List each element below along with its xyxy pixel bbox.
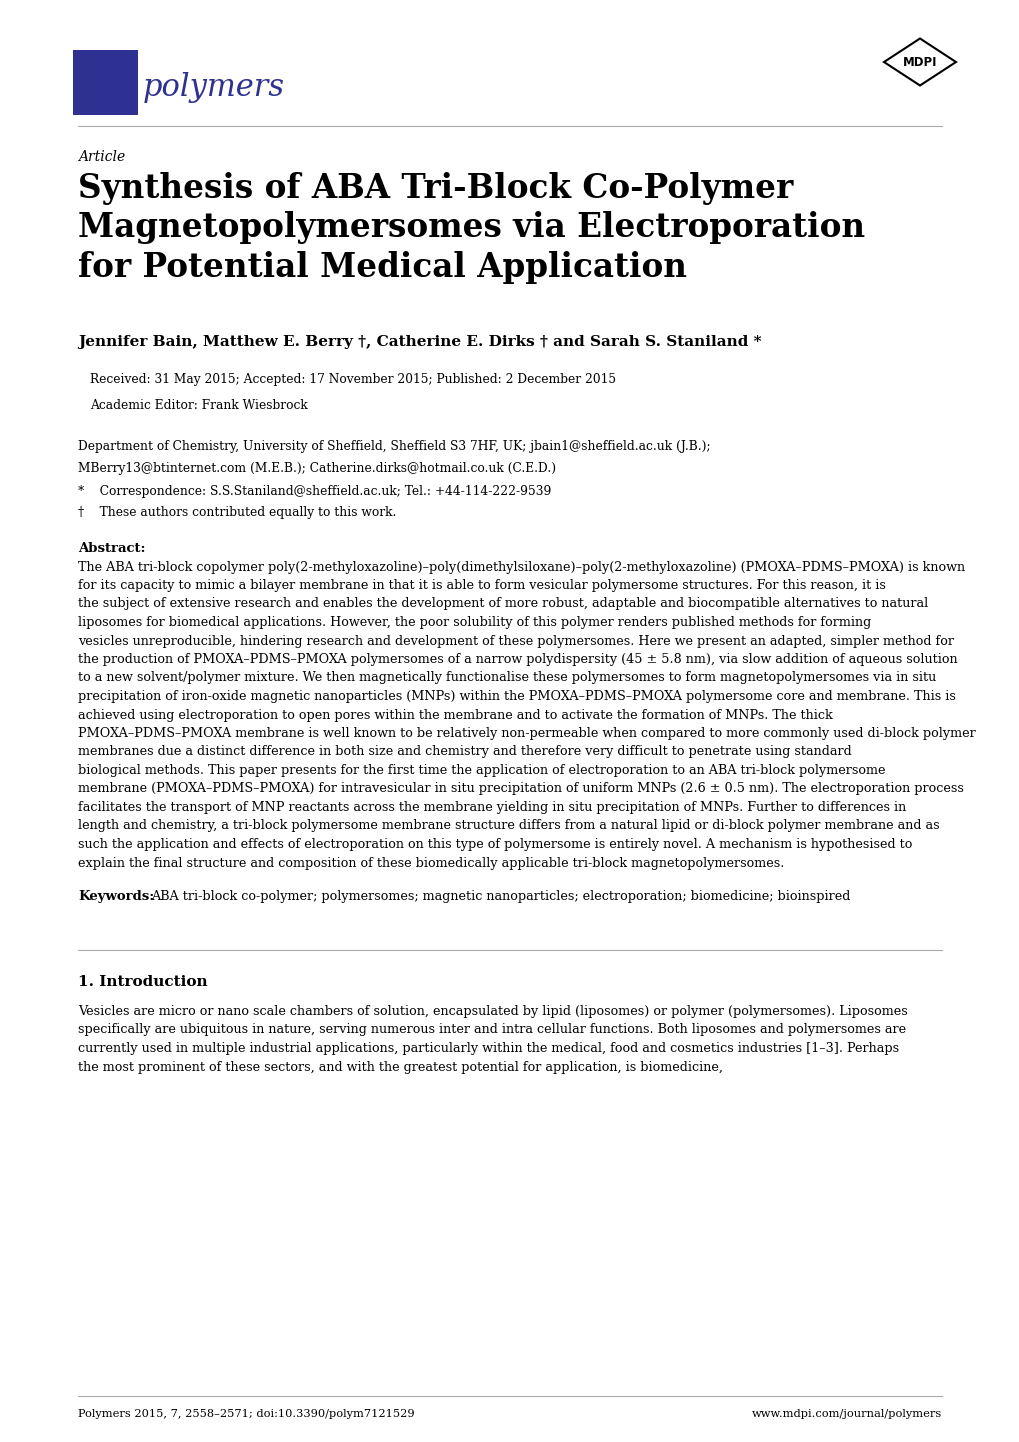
Text: Abstract:: Abstract: — [77, 542, 146, 555]
Text: Vesicles are micro or nano scale chambers of solution, encapsulated by lipid (li: Vesicles are micro or nano scale chamber… — [77, 1005, 907, 1018]
Text: membranes due a distinct difference in both size and chemistry and therefore ver: membranes due a distinct difference in b… — [77, 746, 851, 758]
Text: Polymers 2015, 7, 2558–2571; doi:10.3390/polym7121529: Polymers 2015, 7, 2558–2571; doi:10.3390… — [77, 1409, 414, 1419]
Text: Keywords:: Keywords: — [77, 890, 154, 903]
Text: the production of PMOXA–PDMS–PMOXA polymersomes of a narrow polydispersity (45 ±: the production of PMOXA–PDMS–PMOXA polym… — [77, 653, 957, 666]
Text: Jennifer Bain, Matthew E. Berry †, Catherine E. Dirks † and Sarah S. Staniland *: Jennifer Bain, Matthew E. Berry †, Cathe… — [77, 335, 761, 349]
Text: Academic Editor: Frank Wiesbrock: Academic Editor: Frank Wiesbrock — [90, 399, 308, 412]
Text: Article: Article — [77, 150, 125, 164]
Text: explain the final structure and composition of these biomedically applicable tri: explain the final structure and composit… — [77, 857, 784, 870]
Text: MDPI: MDPI — [902, 55, 936, 69]
Text: liposomes for biomedical applications. However, the poor solubility of this poly: liposomes for biomedical applications. H… — [77, 616, 870, 629]
Text: the subject of extensive research and enables the development of more robust, ad: the subject of extensive research and en… — [77, 597, 927, 610]
Text: membrane (PMOXA–PDMS–PMOXA) for intravesicular in situ precipitation of uniform : membrane (PMOXA–PDMS–PMOXA) for intraves… — [77, 783, 963, 796]
Text: 1. Introduction: 1. Introduction — [77, 975, 208, 989]
Text: polymers: polymers — [143, 72, 284, 102]
Text: the most prominent of these sectors, and with the greatest potential for applica: the most prominent of these sectors, and… — [77, 1060, 722, 1073]
Text: *    Correspondence: S.S.Staniland@sheffield.ac.uk; Tel.: +44-114-222-9539: * Correspondence: S.S.Staniland@sheffiel… — [77, 485, 551, 497]
Text: Received: 31 May 2015; Accepted: 17 November 2015; Published: 2 December 2015: Received: 31 May 2015; Accepted: 17 Nove… — [90, 373, 615, 386]
Text: PMOXA–PDMS–PMOXA membrane is well known to be relatively non-permeable when comp: PMOXA–PDMS–PMOXA membrane is well known … — [77, 727, 975, 740]
Text: facilitates the transport of MNP reactants across the membrane yielding in situ : facilitates the transport of MNP reactan… — [77, 800, 905, 813]
Text: for its capacity to mimic a bilayer membrane in that it is able to form vesicula: for its capacity to mimic a bilayer memb… — [77, 580, 886, 593]
Text: †    These authors contributed equally to this work.: † These authors contributed equally to t… — [77, 506, 396, 519]
Text: The ABA tri-block copolymer poly(2-methyloxazoline)–poly(dimethylsiloxane)–poly(: The ABA tri-block copolymer poly(2-methy… — [77, 561, 964, 574]
Text: Department of Chemistry, University of Sheffield, Sheffield S3 7HF, UK; jbain1@s: Department of Chemistry, University of S… — [77, 440, 710, 453]
Text: Synthesis of ABA Tri-Block Co-Polymer
Magnetopolymersomes via Electroporation
fo: Synthesis of ABA Tri-Block Co-Polymer Ma… — [77, 172, 864, 284]
Bar — [73, 50, 138, 115]
Text: www.mdpi.com/journal/polymers: www.mdpi.com/journal/polymers — [751, 1409, 942, 1419]
Text: ABA tri-block co-polymer; polymersomes; magnetic nanoparticles; electroporation;: ABA tri-block co-polymer; polymersomes; … — [151, 890, 850, 903]
Text: vesicles unreproducible, hindering research and development of these polymersome: vesicles unreproducible, hindering resea… — [77, 634, 953, 647]
Text: length and chemistry, a tri-block polymersome membrane structure differs from a : length and chemistry, a tri-block polyme… — [77, 819, 938, 832]
Text: such the application and effects of electroporation on this type of polymersome : such the application and effects of elec… — [77, 838, 911, 851]
Text: biological methods. This paper presents for the first time the application of el: biological methods. This paper presents … — [77, 764, 884, 777]
Text: achieved using electroporation to open pores within the membrane and to activate: achieved using electroporation to open p… — [77, 708, 832, 721]
Text: precipitation of iron-oxide magnetic nanoparticles (MNPs) within the PMOXA–PDMS–: precipitation of iron-oxide magnetic nan… — [77, 691, 955, 704]
Text: specifically are ubiquitous in nature, serving numerous inter and intra cellular: specifically are ubiquitous in nature, s… — [77, 1024, 905, 1037]
Polygon shape — [883, 39, 955, 85]
Text: currently used in multiple industrial applications, particularly within the medi: currently used in multiple industrial ap… — [77, 1043, 898, 1056]
Text: MBerry13@btinternet.com (M.E.B.); Catherine.dirks@hotmail.co.uk (C.E.D.): MBerry13@btinternet.com (M.E.B.); Cather… — [77, 461, 555, 474]
Text: to a new solvent/polymer mixture. We then magnetically functionalise these polym: to a new solvent/polymer mixture. We the… — [77, 672, 935, 685]
